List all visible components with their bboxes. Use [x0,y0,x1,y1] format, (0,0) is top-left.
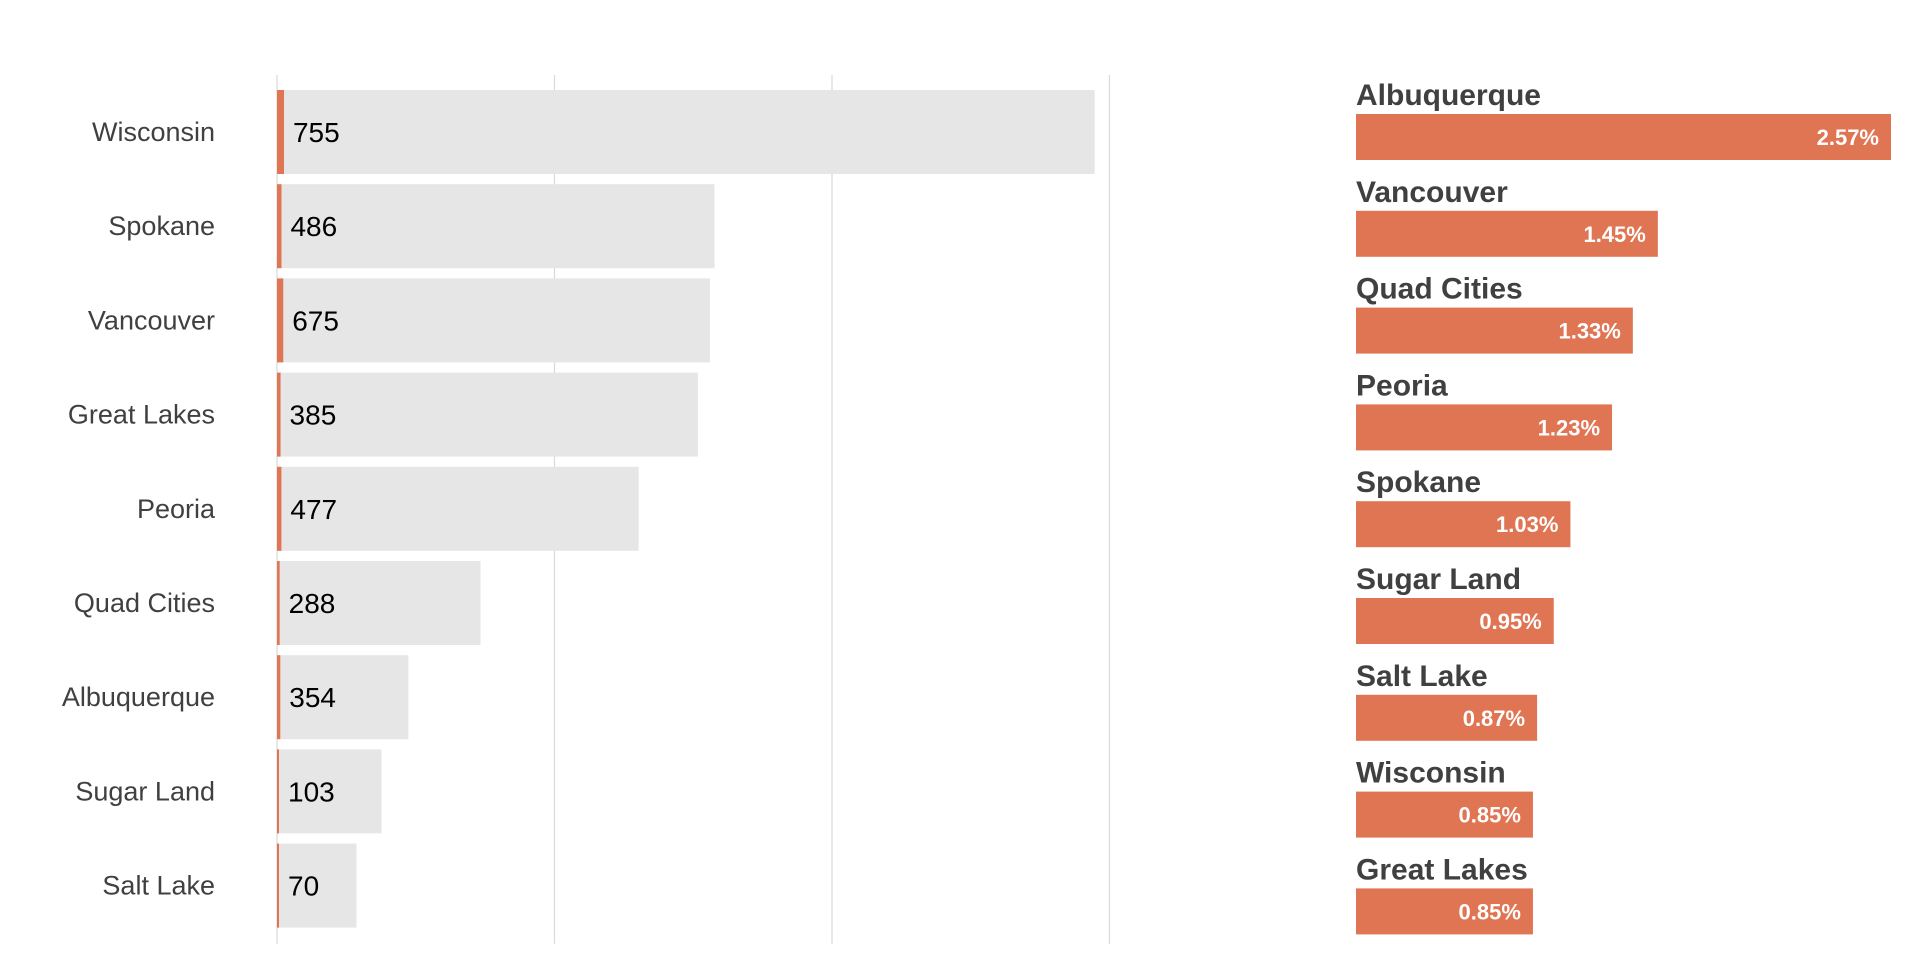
background-bar [277,466,639,551]
background-bar [277,843,357,928]
volume-bar-chart: Wisconsin Spokane Vancouver Great Lakes Peor… [62,75,1111,944]
accent-bar [277,843,279,928]
rate-bar [1356,598,1554,644]
rate-bar [1356,114,1891,160]
accent-bar [277,184,282,269]
rate-bar-items: Albuquerque 2.57% Vancouver 1.45% Quad Citie… [1356,79,1891,935]
rate-category-label: Sugar Land [1356,563,1521,596]
rate-bar [1356,307,1633,354]
rate-value-label: 1.45% [1583,222,1645,247]
category-label: Vancouver [88,305,215,335]
rate-value-label: 0.85% [1459,803,1521,828]
category-label: Wisconsin [92,117,215,147]
accent-bar [277,655,281,740]
rate-bar [1356,694,1538,741]
accent-bar [277,749,279,834]
background-bar [277,372,698,457]
rate-value-label: 1.03% [1496,512,1558,537]
category-label: Sugar Land [75,776,215,806]
accent-bar [277,466,282,551]
value-label: 354 [289,682,336,713]
value-label: 486 [290,211,337,242]
rate-bar [1356,210,1658,257]
rate-category-label: Great Lakes [1356,853,1528,886]
rate-category-label: Quad Cities [1356,273,1523,306]
background-bar [277,278,710,363]
category-label: Spokane [108,211,215,241]
accent-bar [277,561,280,645]
background-bars [277,90,1095,928]
rate-category-label: Peoria [1356,369,1448,402]
background-bar [277,749,382,834]
value-label: 288 [289,588,336,619]
rate-bar-chart: Albuquerque 2.57% Vancouver 1.45% Quad Citie… [1356,79,1891,935]
rate-category-label: Salt Lake [1356,660,1488,693]
rate-value-label: 0.85% [1459,899,1521,924]
rate-value-label: 1.23% [1538,415,1600,440]
rate-category-label: Spokane [1356,466,1481,499]
rate-value-label: 0.87% [1463,706,1525,731]
value-label: 675 [292,305,339,336]
rate-bar [1356,404,1613,451]
background-bar [277,561,481,645]
rate-category-label: Vancouver [1356,176,1508,209]
rate-bar [1356,791,1533,838]
value-label: 103 [288,776,335,807]
value-label: 70 [288,871,319,902]
rate-category-label: Albuquerque [1356,79,1541,112]
category-labels: Wisconsin Spokane Vancouver Great Lakes Peor… [62,117,216,901]
value-label: 385 [290,400,337,431]
rate-bar [1356,501,1571,548]
value-label: 477 [290,494,337,525]
value-label: 755 [293,117,340,148]
background-bar [277,90,1095,174]
rate-category-label: Wisconsin [1356,757,1506,790]
category-label: Great Lakes [68,400,215,430]
rate-value-label: 1.33% [1558,319,1620,344]
background-bar [277,655,409,740]
value-labels: 755 486 675 385 477 288 354 103 70 [288,117,340,902]
accent-bar [277,278,284,363]
rate-value-label: 2.57% [1817,125,1879,150]
accent-bars [277,90,284,928]
rate-value-label: 0.95% [1479,609,1541,634]
background-bar [277,184,715,269]
category-label: Peoria [137,494,216,524]
category-label: Quad Cities [74,588,215,618]
accent-bar [277,372,281,457]
category-label: Albuquerque [62,682,215,712]
accent-bar [277,90,284,174]
rate-bar [1356,888,1533,935]
category-label: Salt Lake [102,871,215,901]
